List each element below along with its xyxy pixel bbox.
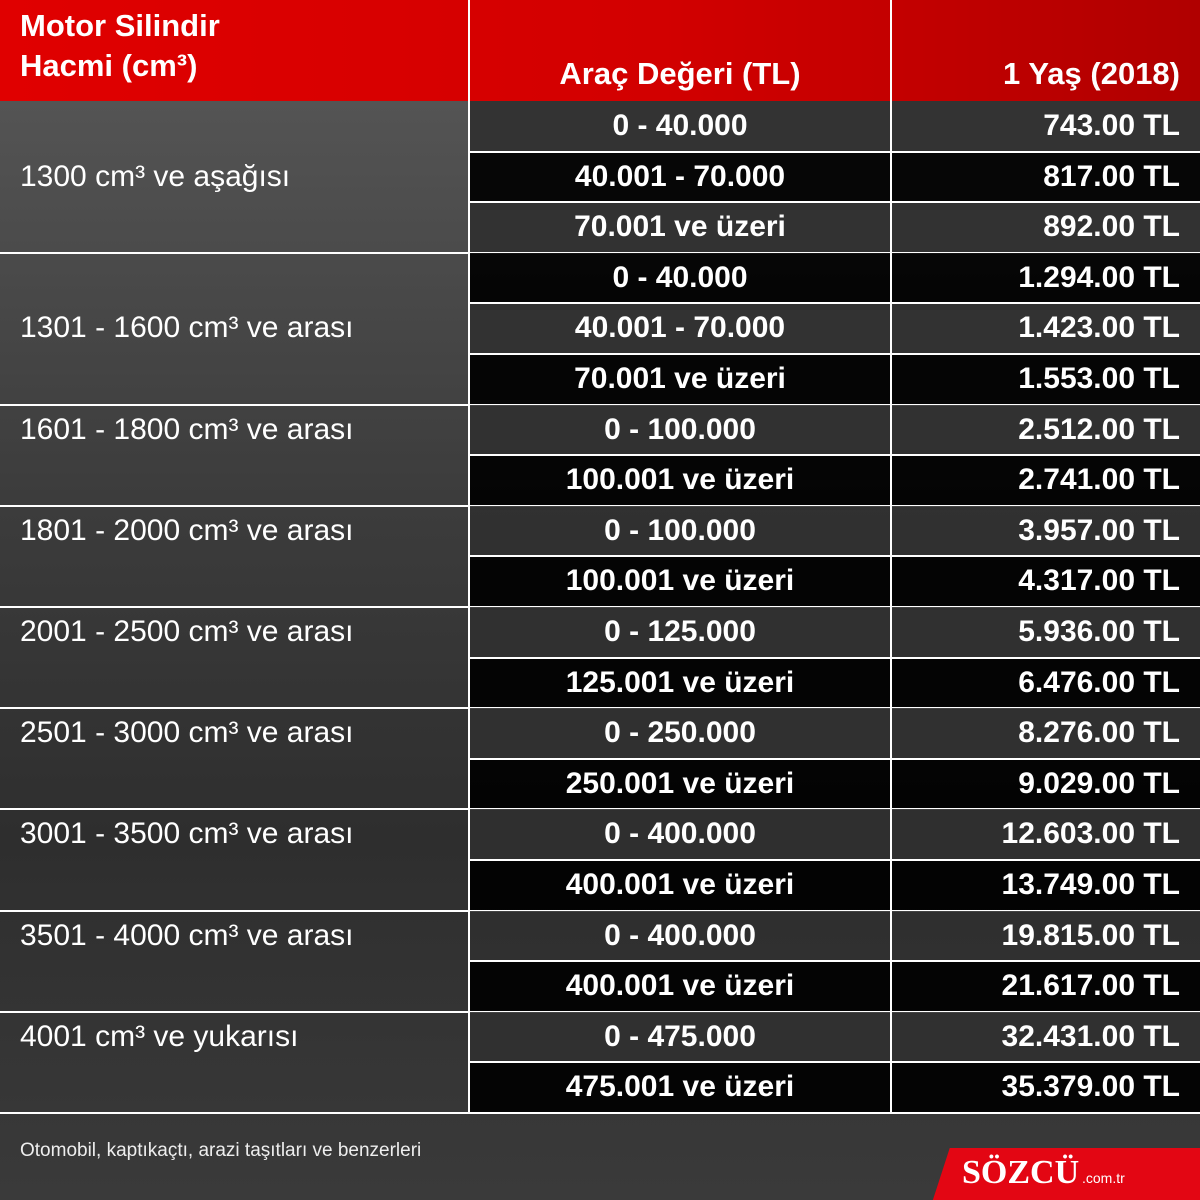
row-band xyxy=(470,202,1200,253)
logo-domain: .com.tr xyxy=(1082,1170,1125,1186)
price: 13.749.00 TL xyxy=(1001,868,1180,901)
value-range: 0 - 100.000 xyxy=(604,513,756,547)
price: 2.741.00 TL xyxy=(1018,463,1180,497)
row-band xyxy=(470,1011,1200,1063)
header-band xyxy=(0,0,1200,101)
price: 8.276.00 TL xyxy=(1018,716,1180,750)
engine-size: 2001 - 2500 cm³ ve arası xyxy=(20,615,354,648)
header-value: Araç Değeri (TL) xyxy=(559,56,801,91)
row-band xyxy=(470,556,1200,607)
row-band xyxy=(470,1062,1200,1113)
price: 5.936.00 TL xyxy=(1018,615,1180,648)
group-divider xyxy=(0,1112,1200,1114)
engine-size: 1601 - 1800 cm³ ve arası xyxy=(20,412,354,446)
price: 21.617.00 TL xyxy=(1001,969,1180,1003)
row-band xyxy=(470,809,1200,860)
row-band xyxy=(470,961,1200,1012)
price: 12.603.00 TL xyxy=(1001,817,1180,851)
value-range: 100.001 ve üzeri xyxy=(565,463,795,497)
row-band xyxy=(470,657,1200,709)
row-divider xyxy=(470,302,1200,305)
row-band xyxy=(470,708,1200,759)
row-divider xyxy=(470,353,1200,355)
footnote: Otomobil, kaptıkaçtı, arazi taşıtları ve… xyxy=(20,1140,422,1161)
row-divider xyxy=(470,656,1200,659)
value-range: 40.001 - 70.000 xyxy=(574,159,786,193)
price: 35.379.00 TL xyxy=(1001,1070,1180,1104)
value-range: 125.001 ve üzeri xyxy=(565,665,795,699)
row-band xyxy=(470,505,1200,557)
price: 4.317.00 TL xyxy=(1018,564,1180,598)
engine-size: 3001 - 3500 cm³ ve arası xyxy=(20,817,354,851)
header-engine-line: Motor Silindir xyxy=(20,8,220,43)
value-range: 0 - 40.000 xyxy=(612,109,748,142)
row-band xyxy=(470,455,1200,506)
engine-size: 1801 - 2000 cm³ ve arası xyxy=(20,513,354,547)
value-range: 0 - 475.000 xyxy=(604,1019,756,1053)
row-divider xyxy=(470,150,1200,153)
value-range: 475.001 ve üzeri xyxy=(565,1070,795,1104)
value-range: 70.001 ve üzeri xyxy=(574,362,786,395)
value-range: 0 - 100.000 xyxy=(604,412,756,446)
engine-size: 3501 - 4000 cm³ ve arası xyxy=(20,918,354,952)
row-divider xyxy=(470,960,1200,963)
row-divider xyxy=(470,859,1200,861)
price: 2.512.00 TL xyxy=(1018,412,1180,446)
price: 1.423.00 TL xyxy=(1018,311,1180,345)
row-band xyxy=(470,607,1200,658)
row-band xyxy=(470,404,1200,456)
value-range: 400.001 ve üzeri xyxy=(565,868,795,901)
row-band xyxy=(470,252,1200,304)
price: 892.00 TL xyxy=(1043,210,1180,244)
value-range: 40.001 - 70.000 xyxy=(574,311,786,345)
price: 743.00 TL xyxy=(1043,109,1180,142)
value-range: 70.001 ve üzeri xyxy=(574,210,786,244)
header-engine: Motor Silindir Hacmi (cm³) xyxy=(20,6,220,86)
value-range: 100.001 ve üzeri xyxy=(565,564,795,598)
price: 817.00 TL xyxy=(1043,159,1180,193)
price: 32.431.00 TL xyxy=(1001,1019,1180,1053)
value-range: 0 - 40.000 xyxy=(612,260,748,294)
price: 6.476.00 TL xyxy=(1018,665,1180,699)
row-band xyxy=(470,354,1200,405)
engine-size: 1300 cm³ ve aşağısı xyxy=(20,159,291,193)
price: 9.029.00 TL xyxy=(1018,766,1180,800)
row-band xyxy=(470,860,1200,911)
row-divider xyxy=(470,1061,1200,1064)
column-divider xyxy=(890,0,892,1113)
value-range: 0 - 250.000 xyxy=(604,716,756,750)
price: 1.553.00 TL xyxy=(1018,362,1180,395)
row-band xyxy=(470,101,1200,152)
price: 19.815.00 TL xyxy=(1001,918,1180,952)
row-band xyxy=(470,758,1200,810)
engine-size: 1301 - 1600 cm³ ve arası xyxy=(20,311,354,345)
header-age: 1 Yaş (2018) xyxy=(1003,56,1180,91)
row-band xyxy=(470,303,1200,354)
price: 3.957.00 TL xyxy=(1018,513,1180,547)
price: 1.294.00 TL xyxy=(1018,260,1180,294)
value-range: 400.001 ve üzeri xyxy=(565,969,795,1003)
row-divider xyxy=(470,555,1200,558)
column-divider xyxy=(468,0,470,1113)
value-range: 0 - 400.000 xyxy=(604,817,756,851)
row-divider xyxy=(470,201,1200,204)
row-band xyxy=(470,151,1200,203)
engine-size: 2501 - 3000 cm³ ve arası xyxy=(20,716,354,750)
engine-size: 4001 cm³ ve yukarısı xyxy=(20,1019,299,1053)
logo: SÖZCÜ xyxy=(962,1154,1080,1191)
value-range: 0 - 125.000 xyxy=(604,615,756,648)
row-divider xyxy=(470,757,1200,760)
header-engine-line: Hacmi (cm³) xyxy=(20,48,198,83)
row-divider xyxy=(470,454,1200,457)
row-band xyxy=(470,910,1200,962)
value-range: 250.001 ve üzeri xyxy=(565,766,795,800)
value-range: 0 - 400.000 xyxy=(604,918,756,952)
